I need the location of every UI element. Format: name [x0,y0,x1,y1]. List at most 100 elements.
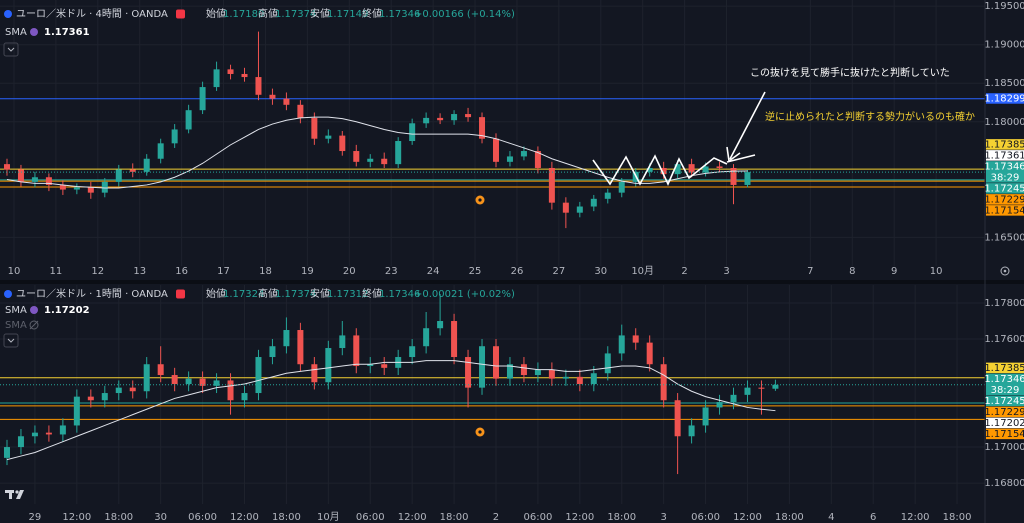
collapse-button[interactable] [3,42,19,57]
candle-body [129,387,136,392]
price-tag-label: 1.17154 [984,429,1024,440]
candle-body [283,98,290,105]
annotation: この抜けを見て勝手に抜けたと判断していた [750,66,950,79]
x-tick-label: 10 [8,266,21,277]
x-tick-label: 2 [681,266,687,277]
candle-body [548,369,555,379]
candle-body [367,364,374,367]
ohlc-label: 始値 [206,7,226,20]
candle-body [45,432,52,435]
change-value: +0.00166 (+0.14%) [414,9,515,20]
candle-body [674,164,681,175]
candle-body [423,328,430,347]
price-tag-label: 1.17229 [984,195,1024,206]
visibility-icon [29,320,39,330]
x-tick-label: 18:00 [943,512,972,523]
candle-body [199,87,206,111]
x-tick-label: 17 [217,266,230,277]
x-tick-label: 4 [828,512,834,523]
y-tick-label: 1.19500 [984,1,1024,12]
price-tag-label: 1.17245 [984,396,1024,407]
candle-body [115,387,122,394]
candle-body [520,364,527,376]
symbol-logo [4,10,12,18]
indicator-value: 1.17202 [44,305,90,316]
candle-body [59,184,66,190]
x-tick-label: 06:00 [523,512,552,523]
market-status [176,9,185,19]
collapse-button[interactable] [3,333,19,348]
candle-body [227,380,234,401]
candle-body [479,117,486,139]
ohlc-value: 1.17346 [379,289,420,300]
indicator-value: 1.17361 [44,27,90,38]
candle-body [255,77,262,95]
candle-body [660,364,667,401]
x-tick-label: 12:00 [62,512,91,523]
candle-body [129,169,136,172]
y-tick-label: 1.18500 [984,78,1024,89]
candle-body [269,94,276,99]
candle-body [73,396,80,426]
x-tick-label: 12:00 [398,512,427,523]
candle-body [171,375,178,385]
candle-body [31,432,38,437]
candle-body [451,321,458,358]
candle-body [506,156,513,162]
candle-body [590,373,597,385]
price-tag [986,194,1024,205]
price-tag-label: 1.17361 [984,151,1024,162]
candle-body [297,330,304,365]
candle-body [534,151,541,168]
y-tick-label: 1.18000 [984,117,1024,128]
candle-body [437,117,444,121]
candle-body [325,135,332,139]
x-tick-label: 25 [469,266,482,277]
candle-body [255,357,262,394]
candle-body [325,348,332,383]
candle-body [339,335,346,349]
x-tick-label: 2 [493,512,499,523]
candle-body [660,167,667,175]
pane-separator [0,280,1024,284]
candle-body [702,166,709,173]
candle-body [534,369,541,376]
y-tick-label: 1.19000 [984,40,1024,51]
candle-body [353,335,360,367]
trend-drawing [726,154,756,163]
x-tick-label: 16 [175,266,188,277]
candle-body [367,158,374,162]
candle-body [618,181,625,193]
price-tag [986,417,1024,429]
x-tick-label: 3 [660,512,666,523]
candle-body [451,114,458,121]
ohlc-label: 安値 [310,287,330,300]
candle-body [618,335,625,354]
candle-body [604,353,611,374]
x-tick-label: 12:00 [733,512,762,523]
ohlc-label: 安値 [310,7,330,20]
candle-body [409,346,416,358]
indicator-name: SMA [5,305,27,316]
indicator-icon [30,28,38,36]
x-tick-label: 6 [870,512,876,523]
visibility-icon [29,320,39,330]
candle-body [269,346,276,358]
x-tick-label: 8 [849,266,855,277]
candle-body [479,346,486,388]
zigzag-drawing [592,154,728,186]
candle-body [730,394,737,403]
change-value: +0.00021 (+0.02%) [414,289,515,300]
settings-icon[interactable] [1000,266,1010,276]
candle-body [213,69,220,88]
ohlc-value: 1.17312 [327,289,368,300]
candle-body [339,135,346,152]
candle-body [548,167,555,203]
symbol-logo [4,290,12,298]
x-tick-label: 12:00 [230,512,259,523]
x-tick-label: 30 [594,266,607,277]
x-tick-label: 18:00 [104,512,133,523]
x-tick-label: 24 [427,266,440,277]
x-tick-label: 10月 [317,511,340,523]
price-tag [986,183,1024,194]
